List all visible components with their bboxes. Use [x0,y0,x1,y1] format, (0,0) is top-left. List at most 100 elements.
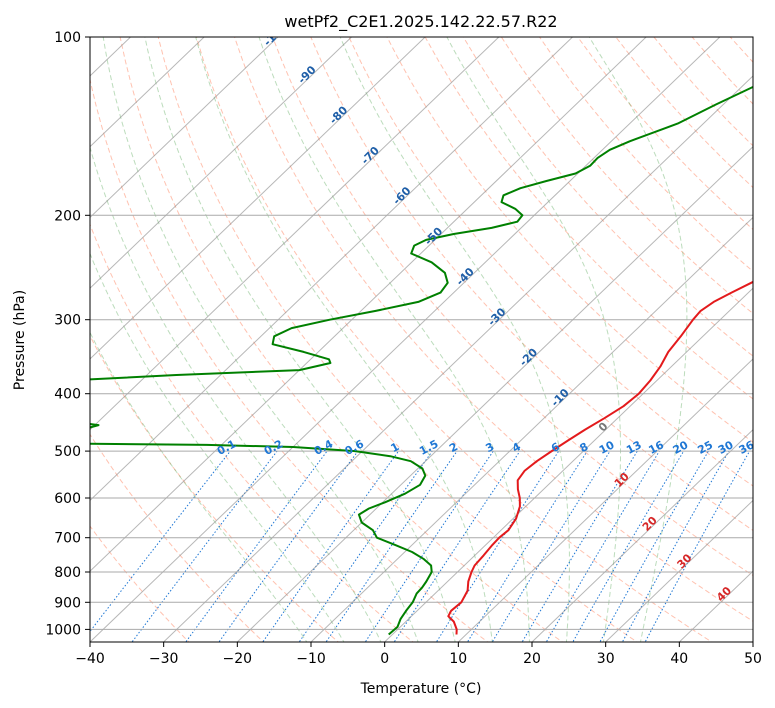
y-tick-label: 300 [54,313,81,329]
y-tick-label: 500 [54,444,81,460]
mixing-ratio-label: 0.1 [215,437,238,458]
y-tick-label: 700 [54,531,81,547]
isotherm-label: -70 [359,144,382,167]
pressure-gridlines [90,37,753,630]
mixing-ratio-label: 13 [624,438,644,457]
isotherm-label: 20 [640,514,660,534]
dry-adiabat-line [615,37,753,189]
isotherm-line [90,37,205,148]
isotherm-label: -100 [261,20,290,49]
mixing-ratio-line [521,450,638,642]
moist-adiabat-line [258,37,530,642]
mixing-ratio-label: 0.6 [343,437,367,458]
y-axis-label: Pressure (hPa) [12,290,28,390]
mixing-ratio-line [572,450,685,642]
mixing-ratio-line [325,450,458,642]
x-tick-label: 30 [597,651,615,667]
mixing-ratio-label: 3 [483,440,496,455]
moist-adiabat-line [90,252,345,642]
mixing-ratio-line [621,450,730,642]
x-tick-label: −30 [149,651,179,667]
y-tick-label: 200 [54,208,81,224]
dry-adiabat-line [90,334,339,642]
isotherm-line [457,358,753,642]
mixing-ratio-label: 36 [737,438,757,457]
dry-adiabat-line [272,37,753,577]
mixing-ratio-line [364,450,494,642]
mixing-ratio-label: 2 [447,440,460,455]
dry-adiabat-line [310,37,753,532]
dry-adiabat-line [462,37,753,357]
mixing-ratio-line [545,450,660,642]
mixing-ratio-label: 25 [695,438,715,457]
mixing-ratio-label: 16 [646,438,666,457]
x-axis-label: Temperature (°C) [360,681,482,697]
y-tick-label: 1000 [45,622,81,638]
isotherm-line [162,75,753,642]
isotherm-line [383,287,753,642]
dry-adiabat-line [424,37,753,400]
mixing-ratio-line [262,450,399,642]
mixing-ratio-label: 20 [671,438,691,457]
isotherm-label: -20 [517,346,540,369]
y-tick-label: 600 [54,491,81,507]
isotherm-line [90,37,500,431]
dry-adiabat-line [90,223,414,642]
isotherm-line [90,37,574,502]
plot-frame [89,36,754,643]
mixing-ratio-line [491,450,611,642]
moist-adiabat-line [144,37,456,642]
mixing-ratio-label: 30 [716,438,736,457]
mixing-ratio-line [131,450,278,642]
mixing-ratio-label: 1 [389,440,402,455]
mixing-ratio-line [298,450,433,642]
chart-title: wetPf2_C2E1.2025.142.22.57.R22 [284,12,557,32]
isotherms [0,24,753,645]
isotherm-line [0,24,71,645]
dry-adiabat-line [653,37,753,147]
dry-adiabat-line [500,37,753,315]
mixing-ratio-label: 8 [578,440,591,455]
moist-adiabat-line [102,37,419,642]
x-tick-label: 40 [670,651,688,667]
sounding-series [90,85,753,636]
dry-adiabat-line [234,37,753,622]
isotherm-line [604,499,753,642]
isotherm-line [310,216,753,642]
y-tick-label: 400 [54,387,81,403]
dry-adiabat-line [691,37,753,105]
y-axis-ticks: 100 200 300 400 500 600 700 800 900 1000 [45,30,90,638]
y-tick-label: 900 [54,595,81,611]
isotherm-label: -10 [549,386,572,409]
y-tick-label: 100 [54,30,81,46]
moist-adiabat-line [446,37,621,642]
dry-adiabat-line [119,37,564,642]
x-tick-label: 10 [449,651,467,667]
isotherm-line [90,37,426,360]
dry-adiabat-line [157,37,638,642]
dewpoint-profile-line [90,85,753,636]
isotherm-line [752,641,753,642]
y-tick-label: 800 [54,565,81,581]
mixing-ratio-line [466,450,588,642]
moist-adiabat-line [90,145,382,642]
mixing-ratio-line [644,450,751,642]
x-tick-label: 0 [380,651,389,667]
x-tick-label: 50 [744,651,762,667]
isotherm-line [90,37,353,289]
dry-adiabat-line [90,525,190,642]
dry-adiabat-line [348,37,753,487]
mixing-ratio-lines [90,450,751,642]
isotherm-line [90,37,647,572]
isotherm-label: -90 [295,63,318,86]
x-tick-label: −40 [75,651,105,667]
isotherm-label: -50 [422,224,445,247]
mixing-ratio-line [393,450,521,642]
x-axis-ticks: −40 −30 −20 −10 0 10 20 30 40 50 [75,642,762,667]
mixing-ratio-label: 0.2 [262,437,285,458]
temperature-profile-line [447,280,753,635]
isotherm-label: -80 [327,103,350,126]
isotherm-line [90,37,721,642]
mixing-ratio-line [185,450,328,642]
